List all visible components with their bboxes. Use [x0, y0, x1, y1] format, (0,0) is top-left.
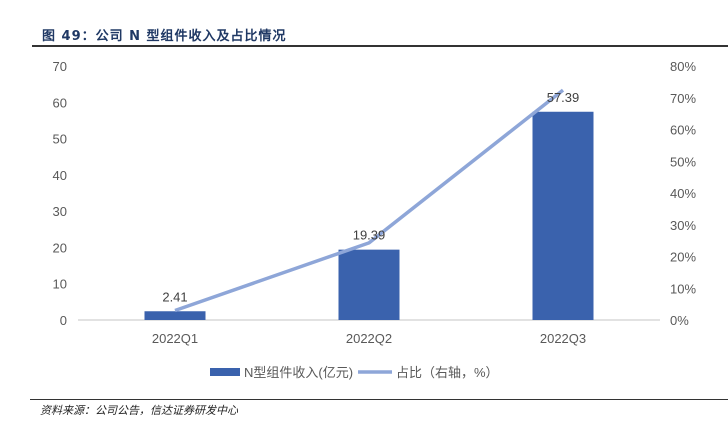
- legend-line-label: 占比（右轴，%）: [396, 365, 499, 380]
- source-divider: [30, 399, 728, 400]
- bar-data-label: 2.41: [162, 289, 187, 304]
- y-left-tick-label: 20: [53, 240, 67, 255]
- bar-data-label: 57.39: [547, 90, 580, 105]
- bar-2022Q1: [144, 311, 206, 320]
- legend-bar-swatch: [210, 368, 240, 376]
- y-right-tick-label: 10%: [670, 281, 696, 296]
- legend-bar-label: N型组件收入(亿元): [244, 365, 353, 380]
- y-right-tick-label: 40%: [670, 186, 696, 201]
- y-left-tick-label: 60: [53, 95, 67, 110]
- y-right-tick-label: 80%: [670, 59, 696, 74]
- x-tick-label: 2022Q1: [152, 331, 198, 346]
- y-right-tick-label: 60%: [670, 123, 696, 138]
- y-right-tick-label: 0%: [670, 313, 689, 328]
- y-left-tick-label: 0: [60, 313, 67, 328]
- x-tick-label: 2022Q3: [540, 331, 586, 346]
- bar-2022Q2: [338, 249, 400, 320]
- title-divider: [32, 45, 728, 47]
- bar-data-label: 19.39: [353, 228, 386, 243]
- x-tick-label: 2022Q2: [346, 331, 392, 346]
- y-left-tick-label: 50: [53, 132, 67, 147]
- y-left-tick-label: 70: [53, 59, 67, 74]
- bar-2022Q3: [532, 111, 594, 320]
- y-right-tick-label: 70%: [670, 91, 696, 106]
- y-left-tick-label: 10: [53, 277, 67, 292]
- source-note: 资料来源：公司公告，信达证券研发中心: [40, 404, 238, 417]
- y-left-tick-label: 30: [53, 204, 67, 219]
- figure-title: 图 49：公司 N 型组件收入及占比情况: [42, 29, 287, 44]
- y-right-tick-label: 30%: [670, 218, 696, 233]
- y-right-tick-label: 20%: [670, 250, 696, 265]
- y-right-tick-label: 50%: [670, 154, 696, 169]
- y-left-tick-label: 40: [53, 168, 67, 183]
